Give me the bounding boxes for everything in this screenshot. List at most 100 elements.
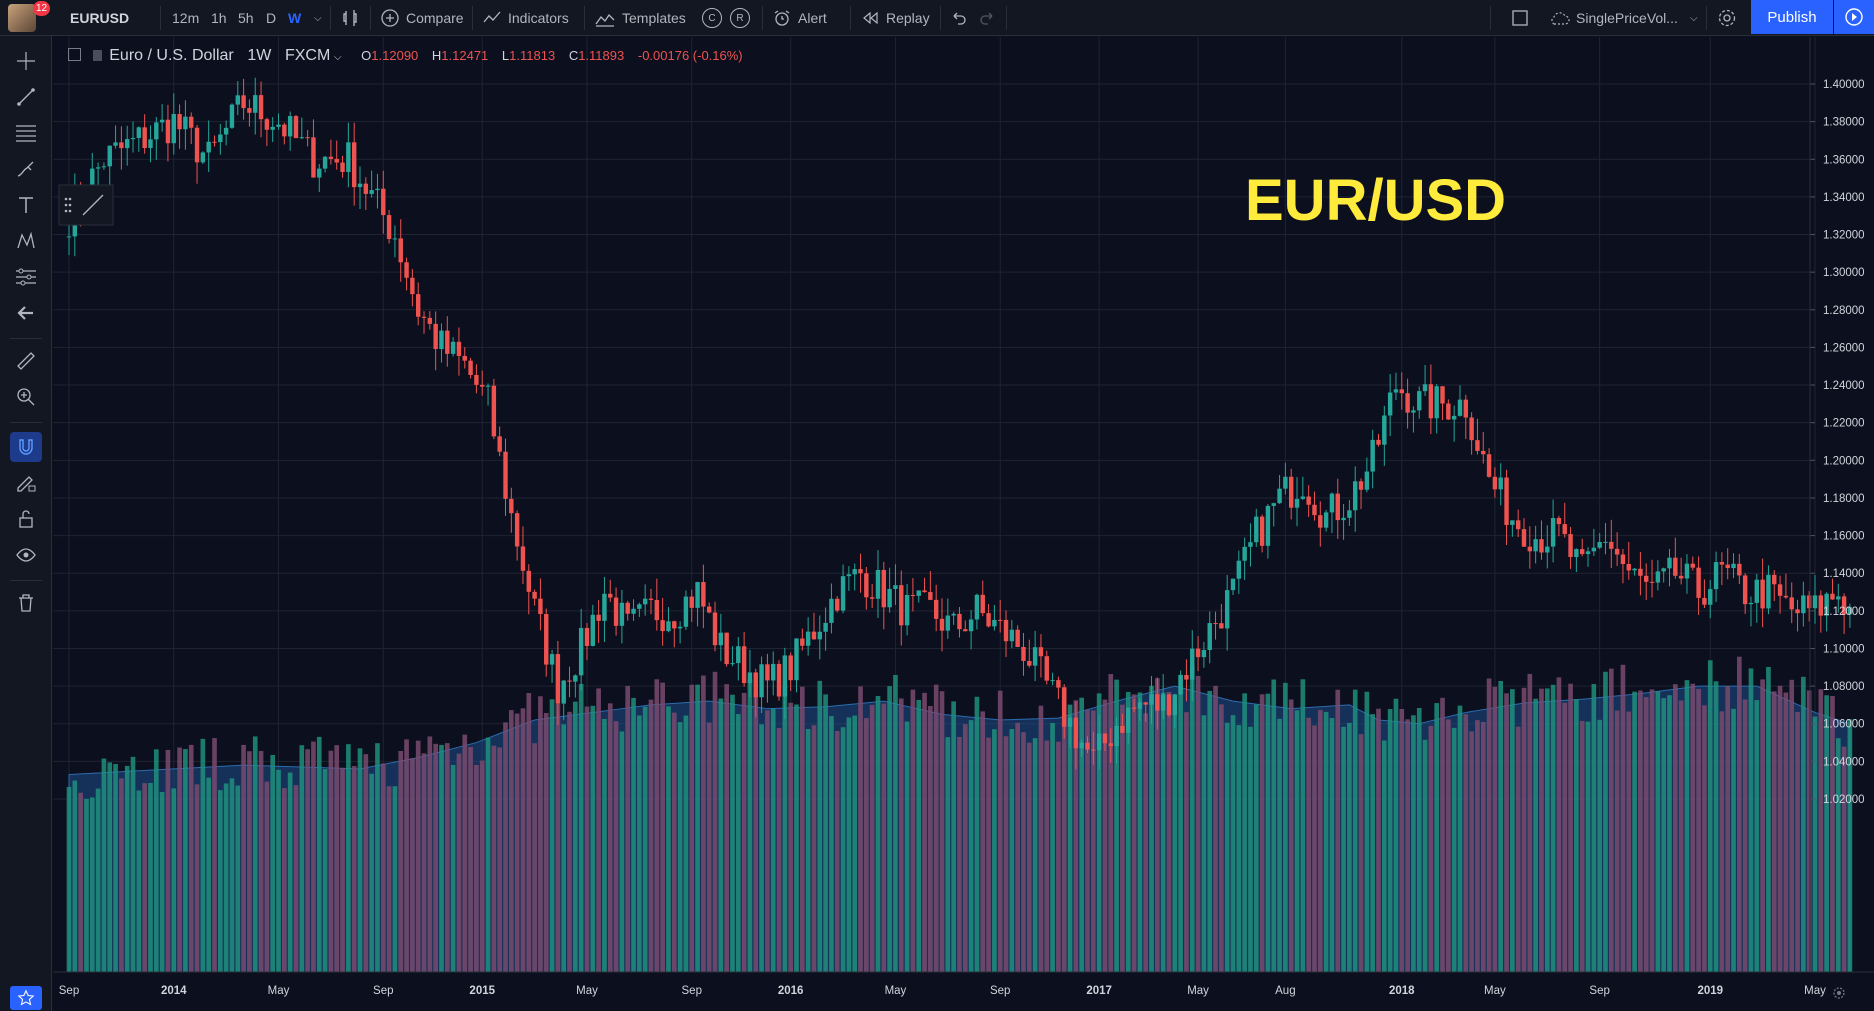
volume-bar [869, 704, 875, 972]
crosshair-icon[interactable] [10, 46, 42, 76]
trend-line-icon[interactable] [10, 82, 42, 112]
r-button[interactable]: R [730, 0, 750, 36]
volume-bar [1137, 692, 1143, 972]
candle-body [1469, 417, 1474, 441]
fib-lines-icon[interactable] [10, 118, 42, 148]
volume-bar [916, 699, 922, 972]
prediction-icon[interactable] [10, 262, 42, 292]
candle-body [1393, 389, 1399, 393]
drag-handle-icon[interactable] [64, 197, 72, 213]
candle-type-icon[interactable] [340, 0, 360, 36]
candle-body [642, 598, 648, 605]
undo-icon[interactable] [950, 0, 968, 36]
x-tick-label: 2014 [161, 985, 187, 997]
candle-body [619, 602, 625, 626]
brush-icon[interactable] [10, 154, 42, 184]
volume-bar [1143, 713, 1149, 972]
layout-selector[interactable]: SinglePriceVol... ⌵ [1548, 0, 1698, 36]
volume-bar [450, 764, 456, 972]
text-icon[interactable] [10, 190, 42, 220]
symbol-search[interactable]: EURUSD [70, 10, 130, 26]
candle-body [648, 598, 654, 601]
chevron-down-icon[interactable]: ⌵ [333, 52, 342, 63]
candle-body [1137, 702, 1143, 709]
axis-settings-icon[interactable] [1833, 987, 1845, 999]
pencil-lock-icon[interactable] [10, 468, 42, 498]
time-axis[interactable]: Sep 2014 May Sep 2015 May Sep 2016 May Sep 2017 May… [53, 971, 1874, 997]
volume-bar [1259, 694, 1265, 972]
zoom-in-icon[interactable] [10, 382, 42, 412]
gear-icon[interactable] [1716, 0, 1738, 36]
candle-body [66, 236, 72, 238]
star-icon[interactable] [10, 986, 42, 1010]
price-chart[interactable]: 1.40000 1.38000 1.36000 1.34000 1.32000 1.300… [53, 37, 1874, 1011]
floating-drawing-toolbar[interactable] [58, 184, 114, 226]
candle-body [369, 190, 374, 194]
volume-bar [322, 769, 328, 972]
volume-bar [1795, 711, 1800, 972]
trend-line-icon[interactable] [82, 194, 104, 216]
arrow-left-icon[interactable] [10, 298, 42, 328]
alert-button[interactable]: Alert [772, 0, 827, 36]
interval-5h[interactable]: 5h [238, 10, 254, 26]
volume-bar [782, 686, 788, 972]
volume-bar [1527, 673, 1533, 972]
avatar[interactable] [8, 4, 36, 32]
legend-collapse-icon[interactable] [68, 48, 81, 61]
candle-body [741, 646, 747, 684]
indicators-label: Indicators [508, 10, 569, 26]
interval-w[interactable]: W [288, 10, 302, 26]
x-tick-label: May [1187, 985, 1209, 997]
volume-bar [549, 699, 555, 972]
candle-body [1678, 575, 1684, 579]
volume-bar [287, 772, 293, 972]
candle-body [1160, 694, 1166, 711]
volume-bar [555, 703, 561, 972]
ruler-icon[interactable] [10, 346, 42, 376]
divider [10, 338, 42, 339]
volume-bar [1440, 697, 1445, 972]
instrument-name[interactable]: Euro / U.S. Dollar [109, 47, 234, 64]
candle-body [596, 614, 601, 621]
chevron-down-icon[interactable]: ⌵ [314, 12, 322, 24]
divider [10, 580, 42, 581]
c-button[interactable]: C [702, 0, 722, 36]
price-axis[interactable]: 1.40000 1.38000 1.36000 1.34000 1.32000 1.300… [1809, 37, 1865, 972]
candle-body [1073, 717, 1079, 749]
x-tick-label: 2016 [778, 985, 804, 997]
publish-options-button[interactable] [1834, 0, 1874, 34]
candle-body [177, 114, 182, 130]
indicators-button[interactable]: Indicators [482, 0, 569, 36]
x-tick-label: 2017 [1086, 985, 1112, 997]
eye-icon[interactable] [10, 540, 42, 570]
volume-bar [997, 690, 1003, 972]
candle-body [846, 574, 852, 577]
pattern-icon[interactable] [10, 226, 42, 256]
legend-interval[interactable]: 1W [247, 47, 272, 64]
legend-source[interactable]: FXCM [284, 47, 331, 64]
candle-body [1830, 593, 1835, 600]
volume-bar [957, 736, 962, 972]
candle-body [538, 598, 543, 615]
candle-body [1236, 560, 1242, 579]
interval-1h[interactable]: 1h [211, 10, 227, 26]
trash-icon[interactable] [10, 588, 42, 618]
fullscreen-box-icon[interactable] [1510, 0, 1530, 36]
publish-button[interactable]: Publish [1751, 0, 1833, 34]
volume-bar [124, 765, 130, 972]
volume-bar [898, 698, 904, 972]
replay-button[interactable]: Replay [860, 0, 930, 36]
magnet-icon[interactable] [10, 432, 42, 462]
compare-button[interactable]: Compare [380, 0, 464, 36]
interval-12m[interactable]: 12m [172, 10, 200, 26]
volume-bar [1149, 685, 1154, 972]
unlock-icon[interactable] [10, 504, 42, 534]
templates-label: Templates [622, 10, 686, 26]
interval-d[interactable]: D [266, 10, 277, 26]
templates-button[interactable]: Templates [594, 0, 686, 36]
redo-icon[interactable] [978, 0, 996, 36]
candle-body [95, 167, 101, 169]
volume-bar [1178, 674, 1183, 972]
volume-bar [1608, 668, 1614, 972]
volume-bar [462, 734, 468, 972]
